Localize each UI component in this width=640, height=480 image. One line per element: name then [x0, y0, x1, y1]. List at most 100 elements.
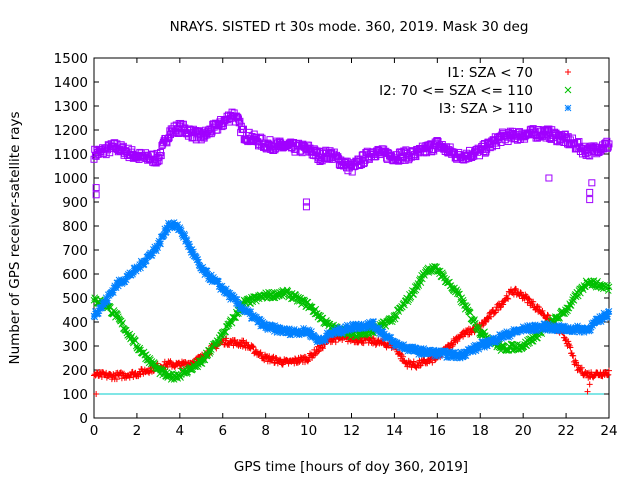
data-point [503, 328, 511, 335]
data-point [239, 343, 246, 350]
data-point [546, 322, 553, 329]
data-point [118, 320, 126, 328]
data-point [517, 289, 524, 296]
data-point [308, 328, 315, 335]
data-point [456, 354, 464, 362]
data-point [382, 335, 390, 343]
data-point [455, 334, 462, 341]
data-point [194, 256, 202, 263]
data-point [118, 369, 125, 376]
data-point [215, 278, 222, 285]
data-point [567, 324, 575, 332]
data-point [369, 335, 376, 342]
data-point [575, 362, 582, 369]
data-point [530, 326, 538, 333]
legend-marker [564, 86, 572, 94]
data-point [228, 319, 236, 327]
data-point [336, 323, 344, 331]
data-point [363, 324, 371, 332]
data-point [569, 325, 577, 333]
data-point [553, 322, 561, 330]
y-tick-label: 900 [62, 195, 88, 211]
data-point [435, 268, 443, 275]
data-point [370, 335, 377, 342]
data-point [393, 339, 401, 347]
data-point [544, 311, 551, 318]
data-point [360, 340, 367, 347]
y-tick-label: 800 [62, 219, 88, 235]
data-point [484, 314, 491, 321]
data-point [239, 303, 247, 311]
x-tick-label: 10 [300, 423, 317, 439]
data-point [468, 329, 475, 336]
data-point [604, 144, 612, 152]
data-point [481, 337, 489, 345]
data-point [253, 348, 260, 355]
data-point [162, 228, 170, 236]
data-point [244, 341, 251, 348]
data-point [187, 248, 195, 256]
data-point [114, 282, 122, 290]
data-point [352, 320, 360, 328]
data-point [250, 344, 257, 351]
data-point [375, 324, 383, 332]
data-point [605, 283, 613, 291]
data-point [485, 314, 492, 321]
data-point [157, 240, 164, 248]
data-point [222, 328, 229, 336]
data-point [182, 359, 189, 366]
y-tick-label: 1200 [54, 123, 88, 139]
data-point [253, 313, 260, 321]
data-point [228, 338, 235, 345]
data-point [157, 152, 165, 160]
data-point [393, 312, 400, 320]
data-point [319, 345, 326, 352]
data-point [482, 318, 489, 325]
legend: I1: SZA < 70 I2: 70 <= SZA <= 110 I3: SZA … [379, 65, 572, 117]
data-point [205, 272, 213, 280]
data-point [511, 287, 518, 294]
data-point [416, 347, 424, 355]
data-point [199, 263, 207, 271]
data-point [410, 358, 417, 365]
outlier-point [93, 391, 100, 397]
data-point [576, 143, 584, 151]
data-point [539, 325, 547, 333]
data-point [350, 326, 357, 333]
data-point [398, 344, 405, 352]
data-point [464, 349, 471, 357]
data-point [549, 325, 557, 333]
y-tick-label: 1100 [54, 147, 88, 163]
data-point [437, 351, 445, 358]
data-point [429, 359, 436, 366]
data-point [543, 322, 551, 330]
data-point [155, 237, 163, 245]
y-tick-label: 400 [62, 315, 88, 331]
data-point [152, 247, 160, 255]
data-point [594, 318, 601, 326]
data-point [227, 296, 234, 303]
y-axis-label: Number of GPS receiver-satellite rays [7, 111, 23, 364]
data-point [295, 331, 303, 339]
data-point [443, 354, 451, 361]
data-point [206, 350, 214, 357]
data-point [236, 117, 244, 125]
data-point [606, 367, 612, 374]
data-point [192, 136, 200, 144]
data-point [428, 148, 436, 156]
data-point [429, 349, 437, 356]
data-point [418, 351, 425, 359]
data-point [370, 318, 378, 326]
data-point [132, 337, 139, 345]
data-point [432, 353, 440, 360]
data-point [148, 252, 156, 259]
data-point [257, 349, 264, 356]
data-point [446, 348, 454, 355]
data-point [586, 152, 594, 160]
data-point [570, 352, 577, 359]
data-point [188, 246, 196, 253]
data-point [559, 310, 566, 318]
outlier-point [584, 388, 591, 395]
legend-marker [564, 104, 572, 112]
